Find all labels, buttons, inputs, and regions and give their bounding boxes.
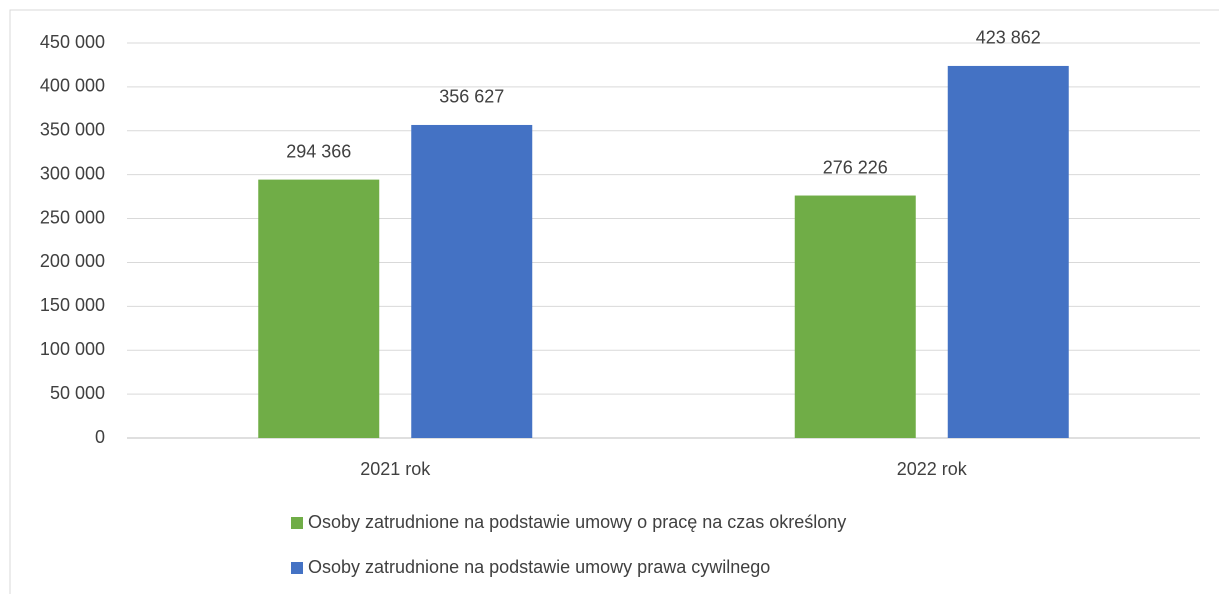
bar: [794, 195, 916, 438]
bar: [258, 179, 380, 438]
y-tick-label: 150 000: [40, 295, 105, 315]
y-tick-label: 200 000: [40, 251, 105, 271]
y-tick-label: 350 000: [40, 120, 105, 140]
y-tick-label: 250 000: [40, 207, 105, 227]
y-tick-label: 400 000: [40, 76, 105, 96]
x-tick-label: 2021 rok: [360, 459, 431, 479]
x-tick-label: 2022 rok: [897, 459, 968, 479]
legend-label: Osoby zatrudnione na podstawie umowy o p…: [308, 512, 846, 532]
legend-swatch: [291, 517, 303, 529]
data-label: 423 862: [976, 28, 1041, 48]
legend-label: Osoby zatrudnione na podstawie umowy pra…: [308, 557, 770, 577]
data-label: 356 627: [439, 87, 504, 107]
y-tick-label: 300 000: [40, 163, 105, 183]
y-tick-label: 50 000: [50, 383, 105, 403]
data-label: 276 226: [823, 157, 888, 177]
y-tick-label: 450 000: [40, 32, 105, 52]
legend-swatch: [291, 562, 303, 574]
bar: [947, 65, 1069, 438]
y-tick-label: 0: [95, 427, 105, 447]
y-tick-label: 100 000: [40, 339, 105, 359]
data-label: 294 366: [286, 141, 351, 161]
bar: [411, 124, 533, 438]
